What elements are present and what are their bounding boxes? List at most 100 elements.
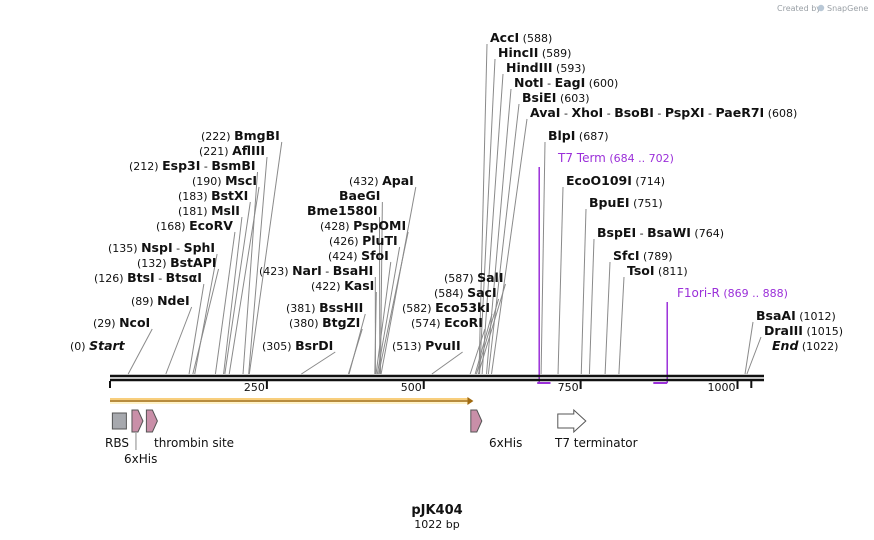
- site-label-btsi[interactable]: (126) BtsI - BtsαI: [94, 270, 202, 285]
- site-position: (222): [201, 130, 231, 143]
- ruler-tick-label: 250: [244, 381, 265, 394]
- site-label-baegi[interactable]: BaeGI: [339, 188, 380, 203]
- site-label-ecorv[interactable]: (168) EcoRV: [156, 218, 233, 233]
- site-label-apai[interactable]: (432) ApaI: [349, 173, 414, 188]
- enzyme-name: BtgZI: [322, 315, 360, 330]
- primer-label[interactable]: T7 Term (684 .. 702): [557, 151, 674, 165]
- site-leader: [479, 58, 496, 375]
- thrombin-site-feature[interactable]: [145, 409, 158, 433]
- site-label-bpuei[interactable]: BpuEI (751): [589, 195, 663, 210]
- site-label-pvuii[interactable]: (513) PvuII: [392, 338, 461, 353]
- site-leader: [242, 171, 259, 375]
- site-label-sali[interactable]: (587) SalI: [444, 270, 503, 285]
- site-position: (1012): [799, 310, 836, 323]
- site-position: (181): [178, 205, 208, 218]
- site-label-sfci[interactable]: SfcI (789): [613, 248, 673, 263]
- enzyme-name: KasI: [344, 278, 374, 293]
- site-label-bmgbi[interactable]: (222) BmgBI: [201, 128, 280, 143]
- site-label-start[interactable]: (0) Start: [70, 338, 126, 353]
- site-leader: [380, 186, 417, 375]
- site-label-nari[interactable]: (423) NarI - BsaHI: [259, 263, 373, 278]
- site-label-bsrdi[interactable]: (305) BsrDI: [262, 338, 333, 353]
- ruler: 250 500 750 1000: [109, 381, 753, 394]
- site-label-end[interactable]: End (1022): [772, 338, 838, 353]
- enzyme-name: PvuII: [425, 338, 461, 353]
- site-position: (574): [411, 317, 441, 330]
- site-label-afliii[interactable]: (221) AflIII: [199, 143, 265, 158]
- enzyme-name: PluTI: [362, 233, 398, 248]
- site-label-bstapi[interactable]: (132) BstAPI: [137, 255, 217, 270]
- enzyme-name: BspEI: [597, 225, 636, 240]
- site-label-nspi[interactable]: (135) NspI - SphI: [108, 240, 215, 255]
- site-label-noti[interactable]: NotI - EagI (600): [514, 75, 618, 90]
- site-label-eco53ki[interactable]: (582) Eco53kI: [402, 300, 490, 315]
- site-position: (764): [694, 227, 724, 240]
- site-label-ecoo109i[interactable]: EcoO109I (714): [566, 173, 665, 188]
- site-leader: [588, 238, 595, 375]
- site-position: (587): [444, 272, 474, 285]
- site-leader: [248, 156, 268, 375]
- site-label-bsiei[interactable]: BsiEI (603): [522, 90, 590, 105]
- snapgene-logo-icon: [817, 4, 825, 12]
- enzyme-name: SacI: [467, 285, 497, 300]
- site-position: (305): [262, 340, 292, 353]
- site-leader: [744, 321, 754, 375]
- site-label-sfoi[interactable]: (424) SfoI: [328, 248, 389, 263]
- site-position: (426): [329, 235, 359, 248]
- enzyme-name: BsmBI: [211, 158, 255, 173]
- site-position: (687): [579, 130, 609, 143]
- site-label-hindiii[interactable]: HindIII (593): [506, 60, 586, 75]
- site-label-btgzi[interactable]: (380) BtgZI: [289, 315, 360, 330]
- ruler-tick-label: 1000: [708, 381, 736, 394]
- enzyme-name: NarI: [292, 263, 322, 278]
- enzyme-name: SfoI: [361, 248, 389, 263]
- site-label-pluti[interactable]: (426) PluTI: [329, 233, 398, 248]
- 6xhis-feature[interactable]: [470, 409, 483, 433]
- t7-terminator-feature[interactable]: [557, 408, 587, 434]
- site-label-ndei[interactable]: (89) NdeI: [131, 293, 190, 308]
- rbs-feature[interactable]: [111, 412, 127, 430]
- site-label-esp3i[interactable]: (212) Esp3I - BsmBI: [129, 158, 256, 173]
- 6xhis-feature[interactable]: [131, 409, 144, 433]
- site-label-pspomi[interactable]: (428) PspOMI: [320, 218, 406, 233]
- site-leader: [486, 88, 512, 375]
- site-position: (0): [70, 340, 86, 353]
- enzyme-name: BstAPI: [170, 255, 216, 270]
- site-position: (589): [542, 47, 572, 60]
- site-label-bspei[interactable]: BspEI - BsaWI (764): [597, 225, 724, 240]
- site-label-ncoi[interactable]: (29) NcoI: [93, 315, 150, 330]
- site-label-avai[interactable]: AvaI - XhoI - BsoBI - PspXI - PaeR7I (60…: [530, 105, 797, 120]
- site-label-bme1580i[interactable]: Bme1580I: [307, 203, 377, 218]
- site-label-hincii[interactable]: HincII (589): [498, 45, 571, 60]
- primer-label[interactable]: F1ori-R (869 .. 888): [677, 286, 788, 300]
- site-position: (600): [589, 77, 619, 90]
- site-label-bsaai[interactable]: BsaAI (1012): [756, 308, 836, 323]
- site-label-tsoi[interactable]: TsoI (811): [627, 263, 688, 278]
- feature-track: RBS 6xHis thrombin site 6xHis T7 terminator: [105, 397, 638, 466]
- enzyme-name: BsaWI: [647, 225, 691, 240]
- enzyme-name: BmgBI: [234, 128, 280, 143]
- site-label-bsshii[interactable]: (381) BssHII: [286, 300, 363, 315]
- site-label-ecori[interactable]: (574) EcoRI: [411, 315, 483, 330]
- enzyme-name: BssHII: [319, 300, 363, 315]
- site-position: (582): [402, 302, 432, 315]
- enzyme-name: BtsαI: [166, 270, 202, 285]
- site-leader: [223, 216, 243, 375]
- site-label-kasi[interactable]: (422) KasI: [311, 278, 374, 293]
- site-label-draiii[interactable]: DraIII (1015): [764, 323, 843, 338]
- site-leader: [478, 43, 488, 375]
- site-label-msci[interactable]: (190) MscI: [192, 173, 257, 188]
- site-leader: [214, 231, 236, 375]
- plasmid-name: pJK404: [411, 503, 462, 518]
- ruler-tick-label: 750: [558, 381, 579, 394]
- enzyme-name: EcoO109I: [566, 173, 632, 188]
- enzyme-name: BaeGI: [339, 188, 380, 203]
- site-position: (751): [633, 197, 663, 210]
- site-label-msli[interactable]: (181) MslI: [178, 203, 240, 218]
- site-label-bstxi[interactable]: (183) BstXI: [178, 188, 248, 203]
- site-label-acci[interactable]: AccI (588): [490, 30, 552, 45]
- enzyme-name: BsiEI: [522, 90, 556, 105]
- site-label-saci[interactable]: (584) SacI: [434, 285, 497, 300]
- site-label-blpi[interactable]: BlpI (687): [548, 128, 609, 143]
